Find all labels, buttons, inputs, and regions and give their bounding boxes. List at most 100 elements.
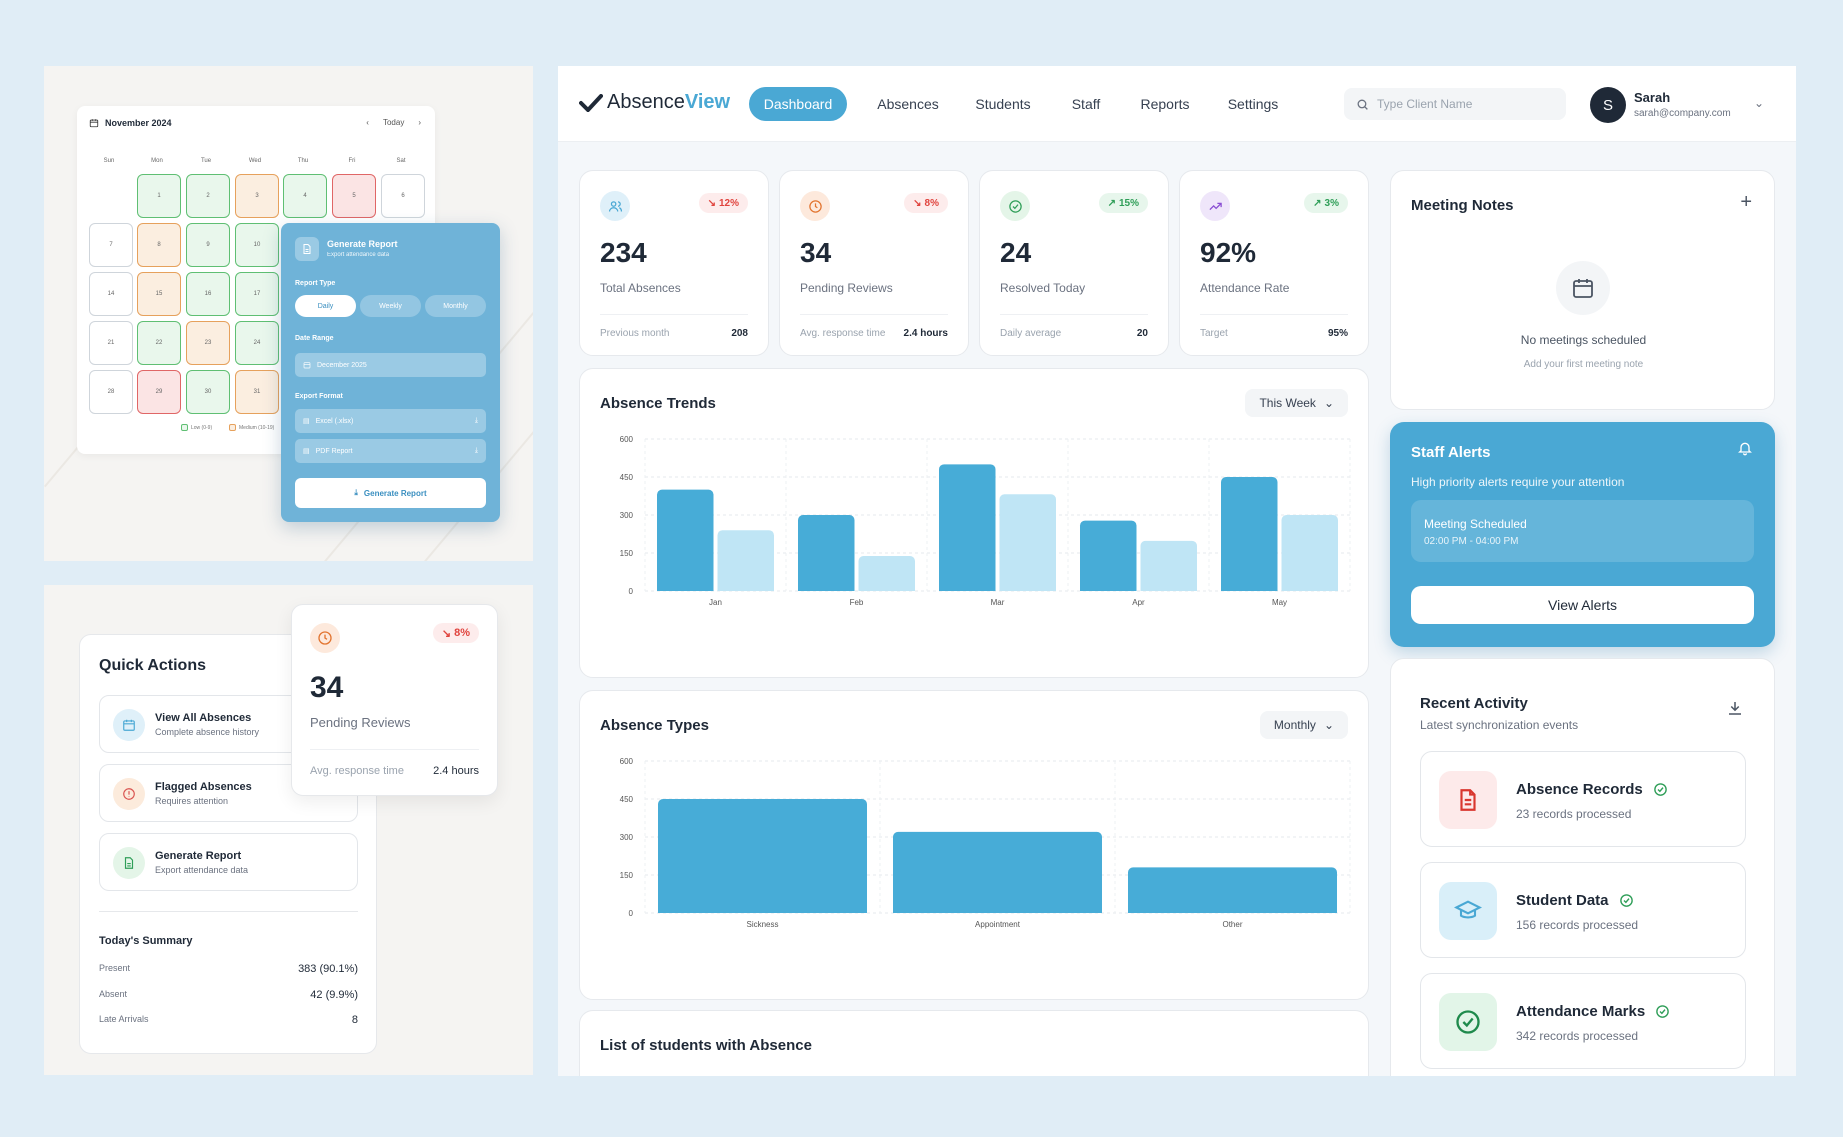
activity-subtitle: 342 records processed: [1516, 1029, 1639, 1043]
nav-settings[interactable]: Settings: [1227, 96, 1279, 112]
calendar-day[interactable]: 31: [235, 370, 279, 414]
pending-reviews-popup: ↘ 8% 34 Pending Reviews Avg. response tim…: [291, 604, 498, 796]
stat-label: Resolved Today: [1000, 281, 1086, 295]
trend-down-icon: ↘: [913, 197, 922, 209]
activity-item[interactable]: Absence Records 23 records processed: [1420, 751, 1746, 847]
generate-report-button[interactable]: ⤓ Generate Report: [295, 478, 486, 508]
bell-icon[interactable]: [1737, 440, 1753, 456]
next-month-button[interactable]: ›: [418, 118, 421, 127]
view-alerts-button[interactable]: View Alerts: [1411, 586, 1754, 624]
calendar-icon: [89, 119, 99, 128]
flagged-absences-button[interactable]: Flagged Absences Requires attention: [99, 764, 358, 822]
calendar-day[interactable]: 2: [186, 174, 230, 218]
stat-foot: Daily average 20: [1000, 328, 1148, 339]
check-circle-icon: [1000, 191, 1030, 221]
calendar-day[interactable]: 24: [235, 321, 279, 365]
trend-down-icon: ↘: [441, 627, 452, 640]
document-icon: [1439, 771, 1497, 829]
export-pdf-option[interactable]: ▤ PDF Report ⤓: [295, 439, 486, 463]
calendar-day[interactable]: 23: [186, 321, 230, 365]
nav-students[interactable]: Students: [975, 96, 1031, 112]
student-absence-list-card: List of students with Absence: [579, 1010, 1369, 1076]
absence-types-chart: 0 150 300 450 600 Sickness Appointment Other: [620, 757, 1351, 929]
report-type-monthly[interactable]: Monthly: [425, 295, 486, 317]
chart-title: Absence Trends: [600, 395, 716, 412]
search-input[interactable]: Type Client Name: [1344, 88, 1566, 120]
activity-item[interactable]: Attendance Marks 342 records processed: [1420, 973, 1746, 1069]
bar-base: [1140, 585, 1197, 591]
recent-activity-title: Recent Activity: [1420, 695, 1528, 712]
calendar-day[interactable]: 7: [89, 223, 133, 267]
calendar-day[interactable]: 5: [332, 174, 376, 218]
calendar-day[interactable]: 15: [137, 272, 181, 316]
period-dropdown[interactable]: This Week ⌄: [1245, 389, 1348, 417]
calendar-day[interactable]: 21: [89, 321, 133, 365]
avatar[interactable]: S: [1590, 87, 1626, 123]
file-icon: ▤: [303, 418, 310, 425]
bar-base: [939, 585, 996, 591]
absence-trends-card: Absence Trends This Week ⌄ 0 150 300 450 600 J…: [579, 368, 1369, 678]
action-title: Generate Report: [155, 850, 242, 862]
report-type-label: Report Type: [295, 280, 336, 287]
calendar-day[interactable]: 9: [186, 223, 230, 267]
calendar-day[interactable]: 6: [381, 174, 425, 218]
today-button[interactable]: Today: [382, 118, 405, 127]
calendar-day[interactable]: 29: [137, 370, 181, 414]
nav-absences[interactable]: Absences: [877, 96, 939, 112]
export-pdf-label: PDF Report: [315, 447, 353, 455]
add-note-button[interactable]: +: [1740, 191, 1752, 213]
action-title: View All Absences: [155, 712, 252, 724]
document-icon: [113, 847, 145, 879]
activity-item[interactable]: Student Data 156 records processed: [1420, 862, 1746, 958]
export-excel-option[interactable]: ▤ Excel (.xlsx) ⤓: [295, 409, 486, 433]
activity-title: Attendance Marks: [1516, 1003, 1646, 1020]
date-range-value: December 2025: [317, 361, 367, 369]
calendar-day[interactable]: 4: [283, 174, 327, 218]
generate-report-subtitle: Export attendance data: [327, 252, 390, 258]
stat-value: 92%: [1200, 237, 1257, 268]
generate-report-action-button[interactable]: Generate Report Export attendance data: [99, 833, 358, 891]
report-type-daily[interactable]: Daily: [295, 295, 356, 317]
stat-foot: Avg. response time 2.4 hours: [800, 328, 948, 339]
report-type-weekly[interactable]: Weekly: [360, 295, 421, 317]
calendar-day[interactable]: 16: [186, 272, 230, 316]
nav-staff[interactable]: Staff: [1071, 96, 1101, 112]
bar: [1080, 520, 1137, 591]
chevron-down-icon[interactable]: ⌄: [1754, 96, 1765, 110]
nav-reports[interactable]: Reports: [1140, 96, 1190, 112]
calendar-day[interactable]: 14: [89, 272, 133, 316]
list-title: List of students with Absence: [600, 1037, 812, 1054]
calendar-day[interactable]: 22: [137, 321, 181, 365]
calendar-day[interactable]: 10: [235, 223, 279, 267]
y-tick-label: 0: [629, 587, 634, 596]
calendar-day[interactable]: 17: [235, 272, 279, 316]
calendar-panel: November 2024 ‹ Today › Sun Mon Tue Wed …: [44, 66, 533, 561]
bar: [1221, 477, 1278, 591]
staff-alerts-title: Staff Alerts: [1411, 444, 1491, 461]
view-all-absences-button[interactable]: View All Absences Complete absence histo…: [99, 695, 358, 753]
calendar-day[interactable]: 30: [186, 370, 230, 414]
prev-month-button[interactable]: ‹: [366, 118, 369, 127]
check-circle-icon: [1439, 993, 1497, 1051]
alert-item[interactable]: Meeting Scheduled 02:00 PM - 04:00 PM: [1411, 500, 1754, 562]
y-tick-label: 150: [620, 549, 634, 558]
download-icon[interactable]: [1726, 699, 1744, 717]
summary-row-present: Present 383 (90.1%): [99, 963, 358, 975]
calendar-day[interactable]: 8: [137, 223, 181, 267]
period-dropdown[interactable]: Monthly ⌄: [1259, 711, 1348, 739]
date-range-field[interactable]: December 2025: [295, 353, 486, 377]
divider: [600, 314, 748, 315]
bar: [1140, 540, 1197, 591]
x-tick-label: May: [1272, 598, 1287, 607]
calendar-month: November 2024: [105, 118, 172, 128]
nav-dashboard[interactable]: Dashboard: [749, 87, 847, 121]
calendar-day[interactable]: 3: [235, 174, 279, 218]
stat-label: Total Absences: [600, 281, 681, 295]
divider: [1000, 314, 1148, 315]
bar: [657, 489, 714, 591]
logo[interactable]: Absence View: [579, 91, 730, 114]
top-navigation: Absence View Dashboard Absences Students …: [558, 66, 1796, 142]
calendar-day[interactable]: 28: [89, 370, 133, 414]
calendar-day[interactable]: 1: [137, 174, 181, 218]
stat-label: Pending Reviews: [800, 281, 893, 295]
